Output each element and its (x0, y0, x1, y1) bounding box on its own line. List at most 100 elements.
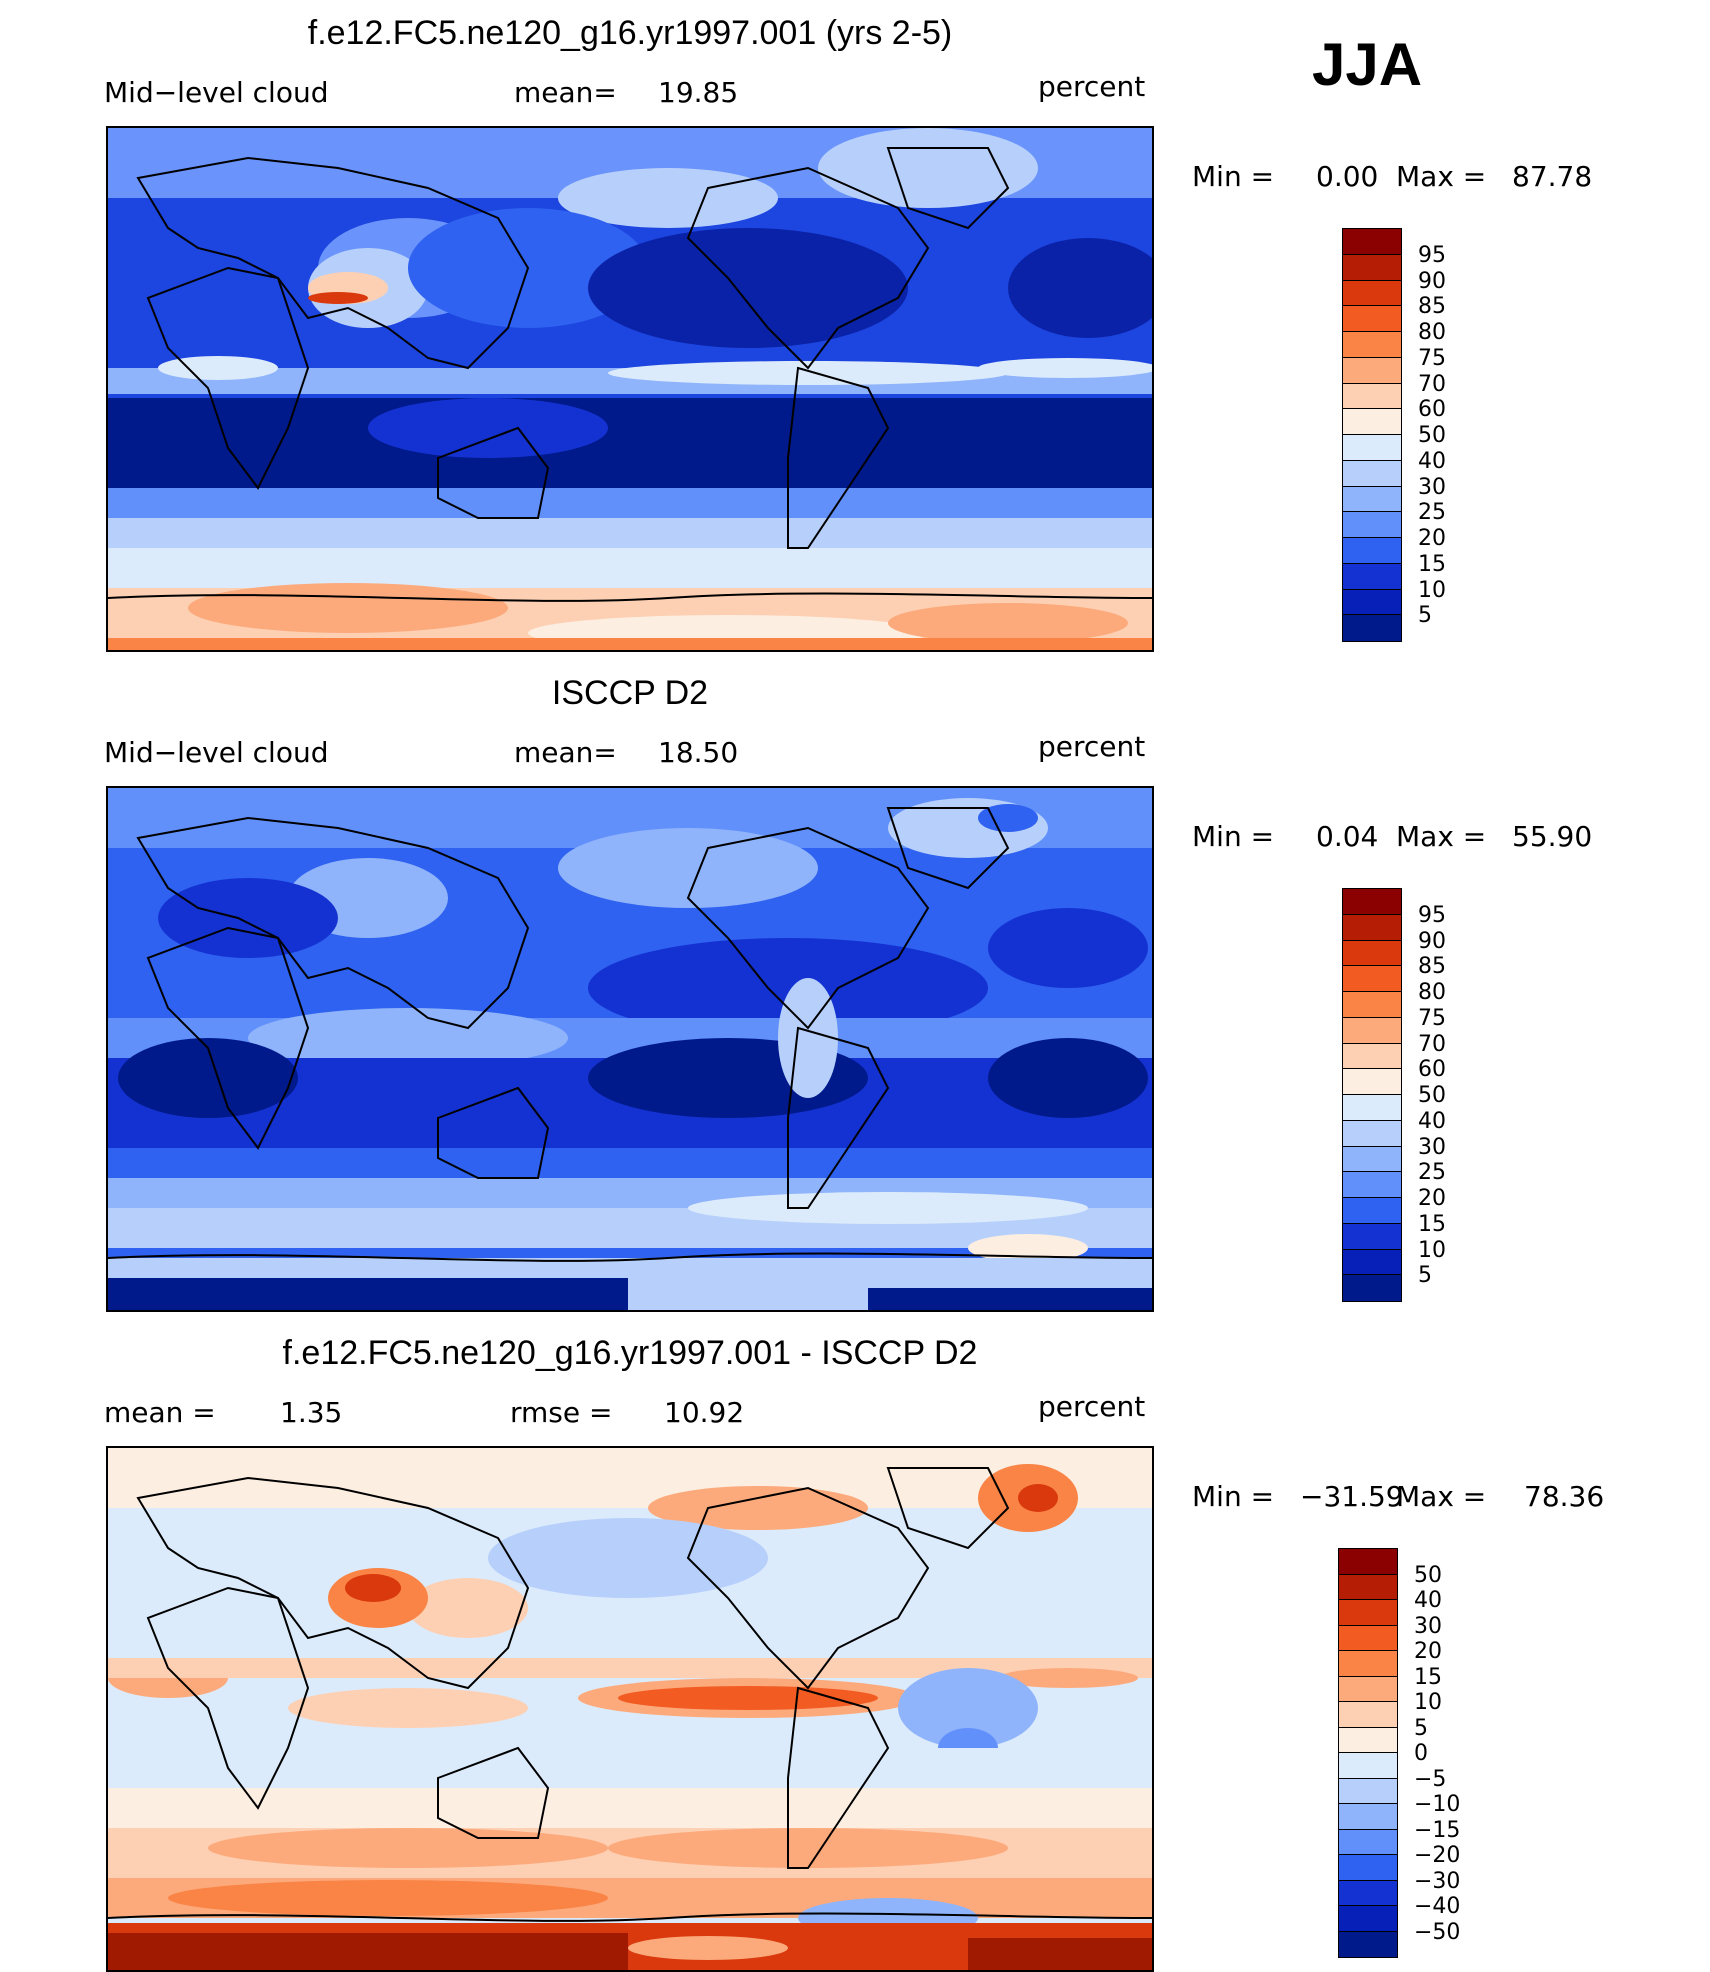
colorbar-swatch (1343, 914, 1401, 941)
panel-1-units: percent (1038, 70, 1146, 103)
colorbar-swatch (1343, 1223, 1401, 1250)
panel-1-colorbar (1342, 228, 1402, 642)
colorbar-swatch (1343, 280, 1401, 307)
colorbar-swatch (1339, 1651, 1397, 1677)
colorbar-swatch (1343, 1095, 1401, 1121)
colorbar-swatch (1343, 966, 1401, 992)
colorbar-swatch (1343, 229, 1401, 255)
panel-2-colorbar (1342, 888, 1402, 1302)
colorbar-swatch (1343, 889, 1401, 915)
panel-3-colorbar (1338, 1548, 1398, 1958)
colorbar-tick-label: 15 (1414, 1664, 1442, 1690)
colorbar-swatch (1343, 435, 1401, 461)
colorbar-tick-label: 90 (1418, 268, 1446, 294)
panel-3-max-value: 78.36 (1524, 1480, 1605, 1513)
colorbar-tick-label: 40 (1418, 1108, 1446, 1134)
colorbar-tick-label: 15 (1418, 1211, 1446, 1237)
colorbar-tick-label: 75 (1418, 345, 1446, 371)
colorbar-swatch (1343, 992, 1401, 1018)
panel-1-colorbar-labels: 95 90 85 80 75 70 60 50 40 30 25 20 15 10 5 (1418, 230, 1478, 644)
colorbar-swatch (1339, 1727, 1397, 1753)
colorbar-swatch (1343, 332, 1401, 358)
colorbar-tick-label: 30 (1418, 1134, 1446, 1160)
panel-2-units: percent (1038, 730, 1146, 763)
colorbar-swatch (1343, 512, 1401, 538)
colorbar-tick-label: 20 (1418, 1186, 1446, 1211)
panel-3-map-field (108, 1448, 1152, 1970)
colorbar-swatch (1343, 1017, 1401, 1044)
panel-3-mean-value: 1.35 (280, 1396, 343, 1429)
colorbar-tick-label: 50 (1418, 1083, 1446, 1108)
colorbar-swatch (1343, 383, 1401, 410)
colorbar-tick-label: 80 (1418, 980, 1446, 1005)
panel-2-max-label: Max = (1396, 820, 1487, 853)
panel-1-title: f.e12.FC5.ne120_g16.yr1997.001 (yrs 2-5) (307, 14, 953, 52)
colorbar-swatch (1343, 589, 1401, 616)
panel-1-max-value: 87.78 (1512, 160, 1593, 193)
colorbar-tick-label: 5 (1414, 1715, 1428, 1741)
colorbar-swatch (1343, 1146, 1401, 1173)
colorbar-tick-label: 95 (1418, 242, 1446, 268)
colorbar-swatch (1343, 357, 1401, 384)
colorbar-tick-label: 80 (1418, 320, 1446, 345)
colorbar-swatch (1343, 460, 1401, 487)
colorbar-tick-label: 30 (1418, 474, 1446, 500)
colorbar-tick-label: 5 (1418, 1263, 1432, 1289)
colorbar-swatch (1339, 1600, 1397, 1626)
colorbar-tick-label: 15 (1418, 551, 1446, 577)
panel-1-variable-label: Mid−level cloud (104, 76, 329, 109)
panel-1-mean-value: 19.85 (658, 76, 739, 109)
panel-2-min-label: Min = (1192, 820, 1275, 853)
panel-2-map-field (108, 788, 1152, 1310)
panel-3-colorbar-labels: 50 40 30 20 15 10 5 0 −5 −10 −15 −20 −30 −40 −50 (1414, 1550, 1484, 1960)
colorbar-tick-label: −5 (1414, 1766, 1447, 1792)
colorbar-tick-label: 30 (1414, 1613, 1442, 1639)
panel-3-title: f.e12.FC5.ne120_g16.yr1997.001 - ISCCP D… (282, 1334, 978, 1372)
colorbar-swatch (1339, 1676, 1397, 1702)
colorbar-tick-label: 90 (1418, 928, 1446, 954)
colorbar-tick-label: 70 (1418, 1031, 1446, 1057)
colorbar-swatch (1343, 486, 1401, 513)
colorbar-swatch (1339, 1931, 1397, 1957)
panel-3-min-value: −31.59 (1300, 1480, 1404, 1513)
panel-2-max-value: 55.90 (1512, 820, 1593, 853)
colorbar-swatch (1343, 563, 1401, 590)
colorbar-swatch (1343, 306, 1401, 332)
colorbar-tick-label: 85 (1418, 294, 1446, 320)
colorbar-tick-label: 10 (1418, 1237, 1446, 1263)
colorbar-tick-label: −50 (1414, 1919, 1461, 1945)
colorbar-tick-label: 10 (1414, 1690, 1442, 1715)
colorbar-tick-label: 60 (1418, 1057, 1446, 1083)
colorbar-tick-label: 20 (1414, 1639, 1442, 1664)
colorbar-swatch (1339, 1574, 1397, 1600)
colorbar-tick-label: −15 (1414, 1817, 1461, 1843)
colorbar-tick-label: −30 (1414, 1868, 1461, 1894)
colorbar-swatch (1343, 940, 1401, 967)
colorbar-tick-label: −20 (1414, 1843, 1461, 1868)
colorbar-swatch (1339, 1906, 1397, 1932)
colorbar-swatch (1339, 1829, 1397, 1855)
colorbar-swatch (1339, 1753, 1397, 1779)
colorbar-tick-label: 25 (1418, 500, 1446, 526)
panel-3-min-label: Min = (1192, 1480, 1275, 1513)
panel-2-min-value: 0.04 (1316, 820, 1379, 853)
colorbar-tick-label: 70 (1418, 371, 1446, 397)
colorbar-tick-label: 10 (1418, 577, 1446, 603)
colorbar-swatch (1339, 1549, 1397, 1575)
colorbar-swatch (1339, 1855, 1397, 1881)
colorbar-tick-label: −10 (1414, 1792, 1461, 1817)
colorbar-swatch (1343, 254, 1401, 281)
panel-3-rmse-value: 10.92 (664, 1396, 745, 1429)
panel-1-mean-label: mean= (514, 76, 617, 109)
panel-3-mean-label: mean = (104, 1396, 216, 1429)
colorbar-swatch (1343, 409, 1401, 435)
colorbar-swatch (1339, 1625, 1397, 1651)
panel-3-units: percent (1038, 1390, 1146, 1423)
colorbar-swatch (1339, 1702, 1397, 1728)
colorbar-tick-label: 20 (1418, 526, 1446, 551)
colorbar-tick-label: 25 (1418, 1160, 1446, 1186)
colorbar-tick-label: 50 (1414, 1562, 1442, 1588)
colorbar-swatch (1343, 1172, 1401, 1198)
panel-2-mean-label: mean= (514, 736, 617, 769)
colorbar-tick-label: −40 (1414, 1894, 1461, 1919)
